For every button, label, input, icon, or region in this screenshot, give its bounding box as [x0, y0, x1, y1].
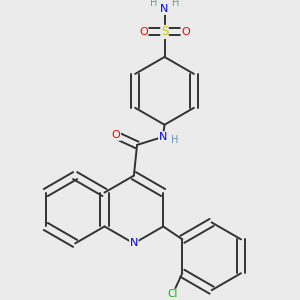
Text: N: N [160, 4, 169, 14]
Text: N: N [159, 132, 167, 142]
Text: H: H [170, 135, 178, 145]
Text: O: O [181, 27, 190, 37]
Text: H: H [149, 0, 157, 8]
Text: O: O [112, 130, 121, 140]
Text: N: N [130, 238, 138, 248]
Text: O: O [139, 27, 148, 37]
Text: H: H [172, 0, 179, 8]
Text: Cl: Cl [167, 289, 178, 299]
Text: S: S [161, 26, 168, 38]
